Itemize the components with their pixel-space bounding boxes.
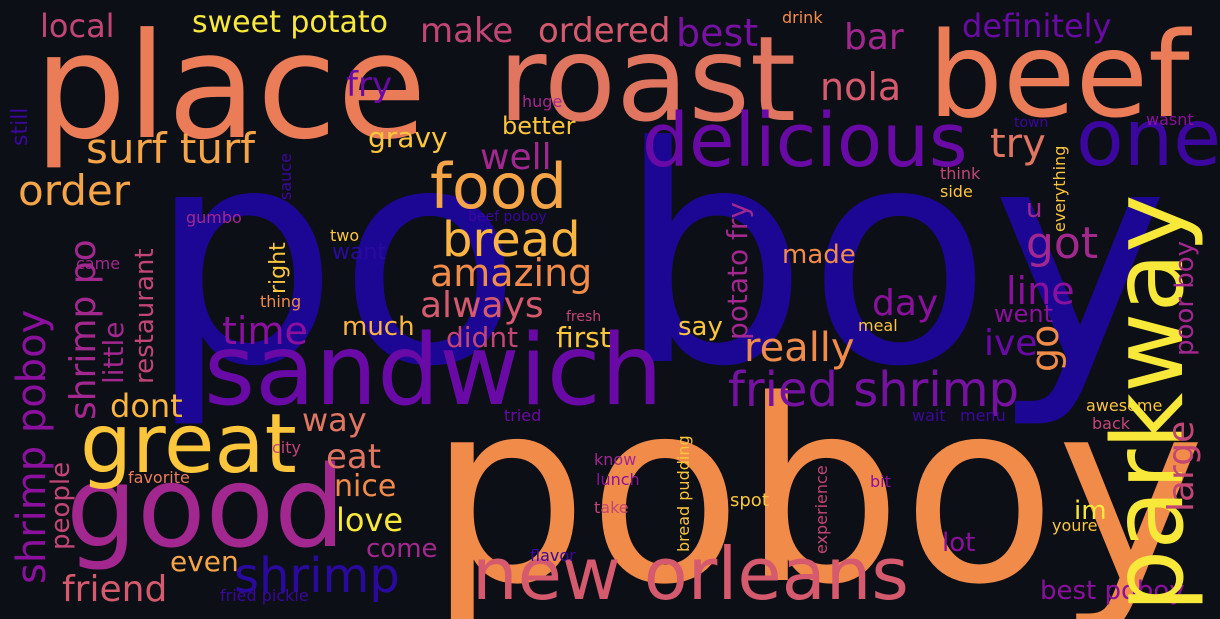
- word-back: back: [1092, 414, 1131, 433]
- word-eat: eat: [326, 437, 382, 477]
- word-flavor: flavor: [530, 546, 576, 565]
- word-good: good: [66, 443, 346, 573]
- word-always: always: [420, 285, 544, 326]
- word-sauce: sauce: [276, 153, 295, 200]
- word-still: still: [8, 107, 33, 146]
- word-poboy: poboy: [428, 347, 1206, 619]
- word-one: one: [1076, 94, 1220, 184]
- word-go: go: [1023, 324, 1067, 372]
- word-fried-pickle: fried pickle: [220, 586, 309, 605]
- word-town: town: [1014, 115, 1049, 131]
- word-everything: everything: [1050, 145, 1069, 232]
- word-wait: wait: [912, 406, 946, 425]
- word-made: made: [782, 240, 856, 270]
- word-im: im: [1074, 496, 1107, 526]
- word-experience: experience: [812, 465, 831, 554]
- word-drink: drink: [782, 8, 823, 27]
- word-surf-turf: surf turf: [86, 124, 256, 173]
- word-make: make: [420, 11, 514, 51]
- word-think: think: [940, 164, 981, 183]
- word-sandwich: sandwich: [204, 314, 663, 428]
- word-wasnt: wasnt: [1146, 110, 1194, 129]
- word-come: come: [366, 534, 438, 564]
- word-better: better: [502, 112, 576, 140]
- word-bread-pudding: bread pudding: [674, 435, 693, 552]
- word-large: large: [1161, 420, 1202, 512]
- word-tried: tried: [504, 406, 542, 425]
- word-went: went: [994, 300, 1054, 328]
- word-lot: lot: [942, 528, 976, 558]
- word-day: day: [872, 283, 939, 324]
- word-side: side: [940, 182, 973, 201]
- word-poor-boy: poor boy: [1170, 240, 1200, 356]
- word-dont: dont: [110, 387, 183, 425]
- word-huge: huge: [522, 92, 563, 111]
- word-definitely: definitely: [962, 7, 1112, 45]
- word-bread: bread: [442, 212, 581, 268]
- word-beef-poboy: beef poboy: [468, 209, 547, 225]
- word-nice: nice: [334, 469, 397, 504]
- word-time: time: [222, 309, 308, 353]
- word-place: place: [34, 2, 427, 172]
- word-gravy: gravy: [368, 121, 448, 154]
- word-ive: ive: [984, 323, 1038, 364]
- word-gumbo: gumbo: [186, 208, 242, 227]
- word-menu: menu: [960, 406, 1006, 425]
- word-say: say: [678, 312, 723, 342]
- word-ordered: ordered: [538, 11, 671, 51]
- word-awesome: awesome: [1086, 396, 1163, 415]
- word-great: great: [80, 397, 297, 492]
- word-way: way: [302, 401, 367, 439]
- word-roast: roast: [498, 10, 797, 148]
- word-po-boy: po boy: [148, 83, 1169, 432]
- word-didnt: didnt: [446, 321, 519, 354]
- word-food: food: [430, 150, 568, 223]
- word-u: u: [1026, 194, 1043, 224]
- word-fresh: fresh: [566, 309, 602, 325]
- word-best-poboy: best poboy: [1040, 576, 1185, 606]
- word-sweet-potato: sweet potato: [192, 5, 389, 40]
- word-spot: spot: [730, 490, 769, 511]
- word-lunch: lunch: [596, 470, 640, 489]
- word-much: much: [342, 312, 415, 342]
- word-right: right: [266, 242, 291, 294]
- word-try: try: [990, 121, 1046, 167]
- word-really: really: [744, 325, 855, 371]
- word-take: take: [594, 498, 629, 517]
- word-want: want: [332, 240, 387, 265]
- word-fry: fry: [346, 65, 393, 105]
- word-amazing: amazing: [430, 251, 593, 295]
- word-potato-fry: potato fry: [721, 202, 754, 340]
- word-first: first: [556, 321, 611, 354]
- word-little: little: [97, 321, 130, 384]
- word-friend: friend: [62, 569, 168, 610]
- word-got: got: [1026, 218, 1099, 269]
- word-fried-shrimp: fried shrimp: [728, 362, 1019, 418]
- word-youre: youre: [1052, 516, 1098, 535]
- word-delicious: delicious: [642, 98, 968, 184]
- word-bit: bit: [870, 472, 891, 491]
- word-line: line: [1006, 269, 1075, 313]
- word-bar: bar: [844, 17, 904, 58]
- word-thing: thing: [260, 292, 302, 311]
- word-favorite: favorite: [128, 468, 190, 487]
- word-well: well: [480, 137, 552, 178]
- word-beef: beef: [928, 6, 1190, 144]
- word-even: even: [170, 545, 239, 578]
- word-best: best: [676, 11, 759, 55]
- word-meal: meal: [858, 316, 898, 335]
- word-shrimp: shrimp: [234, 548, 400, 604]
- word-people: people: [46, 461, 76, 550]
- word-nola: nola: [820, 65, 902, 109]
- word-order: order: [18, 166, 130, 215]
- word-city: city: [272, 438, 301, 457]
- word-local: local: [40, 7, 115, 45]
- word-came: came: [76, 254, 121, 273]
- word-know: know: [594, 450, 637, 469]
- word-two: two: [330, 226, 360, 245]
- word-restaurant: restaurant: [130, 248, 160, 384]
- word-love: love: [336, 501, 404, 539]
- word-new-orleans: new orleans: [472, 532, 909, 616]
